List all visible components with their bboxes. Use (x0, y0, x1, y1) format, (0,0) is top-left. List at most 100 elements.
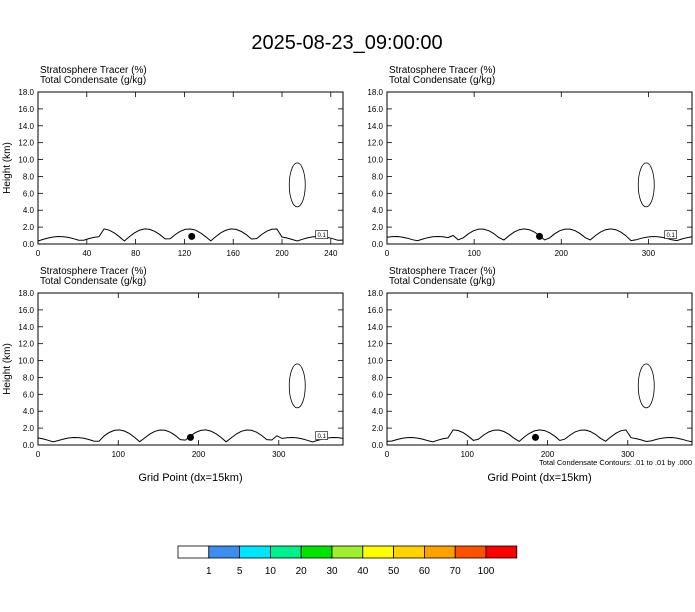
y-tick-label: 0.0 (23, 441, 35, 450)
colorbar-label: 50 (388, 566, 400, 577)
y-tick-label: 2.0 (372, 424, 384, 433)
y-axis-label: Height (km) (2, 142, 13, 194)
panel-header-tracer: Stratosphere Tracer (%) (40, 65, 147, 76)
y-tick-label: 2.0 (23, 223, 35, 232)
x-tick-label: 200 (192, 450, 206, 459)
figure-title: 2025-08-23_09:00:00 (251, 32, 442, 54)
y-tick-label: 12.0 (367, 340, 383, 349)
y-tick-label: 8.0 (372, 373, 384, 382)
colorbar-swatch (485, 545, 518, 559)
plot-background (38, 92, 343, 244)
colorbar-swatch (177, 545, 210, 559)
x-tick-label: 0 (385, 450, 390, 459)
panels: Stratosphere Tracer (%)Total Condensate … (2, 65, 693, 484)
panel-2: Stratosphere Tracer (%)Total Condensate … (367, 65, 693, 258)
x-tick-label: 200 (541, 450, 555, 459)
colorbar-label: 60 (419, 566, 431, 577)
x-tick-label: 0 (385, 249, 390, 258)
x-tick-label: 200 (275, 249, 289, 258)
y-tick-label: 0.0 (372, 240, 384, 249)
plot-background (387, 92, 692, 244)
condensate-contour (288, 363, 306, 409)
terrain-line (38, 228, 343, 242)
x-tick-label: 300 (621, 450, 635, 459)
section-label: SW-NE (424, 96, 460, 108)
section-label: NW-SE (424, 297, 460, 309)
y-tick-label: 14.0 (367, 323, 383, 332)
contour-label: 0.1 (317, 434, 326, 440)
plot-background (38, 293, 343, 445)
contour-label-box (315, 431, 328, 440)
y-tick-label: 12.0 (367, 139, 383, 148)
y-tick-label: 18.0 (367, 289, 383, 298)
colorbar-swatch (362, 545, 394, 559)
colorbar-swatch (300, 545, 333, 559)
panel-header-condensate: Total Condensate (g/kg) (389, 276, 495, 287)
x-tick-label: 300 (272, 450, 286, 459)
section-label: West-East (75, 297, 126, 309)
contour-label: 0.1 (317, 233, 326, 239)
y-tick-label: 16.0 (18, 105, 34, 114)
x-tick-label: 100 (112, 450, 126, 459)
panel-4: Stratosphere Tracer (%)Total Condensate … (367, 266, 693, 484)
y-tick-label: 4.0 (372, 407, 384, 416)
colorbar-label: 40 (357, 566, 369, 577)
y-tick-label: 16.0 (367, 105, 383, 114)
x-axis-label: Grid Point (dx=15km) (487, 472, 591, 484)
x-tick-label: 0 (36, 450, 41, 459)
colorbar-swatch (269, 545, 302, 559)
y-tick-label: 10.0 (18, 357, 34, 366)
y-tick-label: 18.0 (18, 88, 34, 97)
colorbar-label: 70 (450, 566, 462, 577)
condensate-contour (288, 162, 306, 208)
plot-background (387, 293, 692, 445)
location-marker (188, 232, 196, 240)
plot-area (387, 293, 692, 445)
colorbar-swatch (423, 545, 456, 559)
colorbar-swatch (208, 545, 241, 559)
colorbar-label: 30 (326, 566, 338, 577)
panel-1: Stratosphere Tracer (%)Total Condensate … (2, 65, 344, 258)
x-tick-label: 80 (131, 249, 140, 258)
plot-frame (386, 91, 693, 245)
plot-area (38, 92, 343, 244)
y-tick-label: 2.0 (372, 223, 384, 232)
contour-footnote: Total Condensate Contours: .01 to .01 by… (539, 458, 692, 467)
x-tick-label: 120 (178, 249, 192, 258)
y-tick-label: 10.0 (367, 357, 383, 366)
colorbar-swatch (331, 545, 364, 559)
plot-frame (386, 292, 693, 446)
location-marker (187, 433, 194, 441)
section-label: South-North (75, 96, 134, 108)
y-tick-label: 10.0 (18, 156, 34, 165)
y-tick-label: 10.0 (367, 156, 383, 165)
condensate-contour (637, 162, 655, 208)
x-axis-label: Grid Point (dx=15km) (138, 472, 242, 484)
y-tick-label: 6.0 (372, 189, 384, 198)
contour-label: 0.1 (666, 233, 675, 239)
x-tick-label: 100 (461, 450, 475, 459)
panel-header-tracer: Stratosphere Tracer (%) (389, 266, 496, 277)
x-tick-label: 0 (36, 249, 41, 258)
x-tick-label: 100 (467, 249, 481, 258)
panel-header-condensate: Total Condensate (g/kg) (40, 276, 146, 287)
y-tick-label: 18.0 (18, 289, 34, 298)
y-tick-label: 8.0 (23, 172, 35, 181)
colorbar-swatch (239, 545, 271, 559)
panel-header-condensate: Total Condensate (g/kg) (40, 75, 146, 86)
location-marker (531, 433, 539, 441)
terrain-line (387, 429, 692, 443)
panel-header-tracer: Stratosphere Tracer (%) (40, 266, 147, 277)
y-tick-label: 4.0 (23, 407, 35, 416)
panel-3: Stratosphere Tracer (%)Total Condensate … (2, 266, 344, 484)
plot-area (38, 293, 343, 445)
x-tick-label: 160 (227, 249, 241, 258)
colorbar-label: 1 (206, 566, 212, 577)
x-tick-label: 240 (324, 249, 338, 258)
y-tick-label: 8.0 (23, 373, 35, 382)
colorbar-swatch (393, 545, 425, 559)
plot-frame (37, 292, 344, 446)
plot-frame (37, 91, 344, 245)
plot-area (387, 92, 692, 244)
